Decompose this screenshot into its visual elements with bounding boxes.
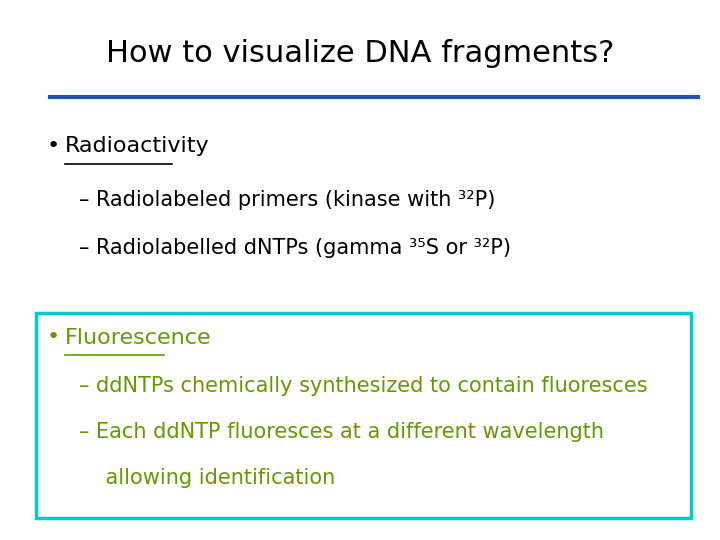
- Text: – Radiolabelled dNTPs (gamma ³⁵S or ³²P): – Radiolabelled dNTPs (gamma ³⁵S or ³²P): [79, 238, 511, 259]
- Text: Fluorescence: Fluorescence: [65, 327, 212, 348]
- Text: – ddNTPs chemically synthesized to contain fluoresces: – ddNTPs chemically synthesized to conta…: [79, 376, 648, 396]
- Text: •: •: [47, 327, 60, 348]
- Text: •: •: [47, 136, 60, 156]
- Text: Radioactivity: Radioactivity: [65, 136, 210, 156]
- Text: – Radiolabeled primers (kinase with ³²P): – Radiolabeled primers (kinase with ³²P): [79, 190, 495, 210]
- Text: – Each ddNTP fluoresces at a different wavelength: – Each ddNTP fluoresces at a different w…: [79, 422, 604, 442]
- Text: How to visualize DNA fragments?: How to visualize DNA fragments?: [106, 39, 614, 69]
- Text: allowing identification: allowing identification: [79, 468, 336, 488]
